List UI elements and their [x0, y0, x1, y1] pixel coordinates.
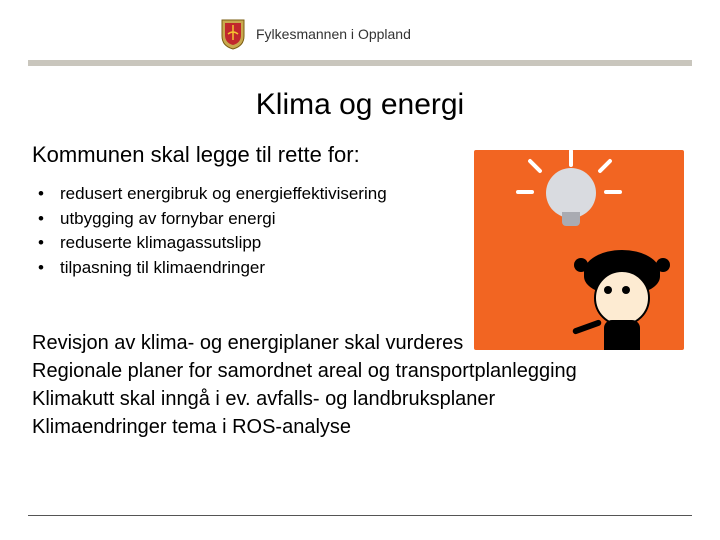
- lightbulb-icon: [546, 168, 596, 218]
- paragraph: Regionale planer for samordnet areal og …: [32, 357, 688, 385]
- character-face: [594, 270, 650, 326]
- paragraph: Klimaendringer tema i ROS-analyse: [32, 413, 688, 441]
- crest-icon: [220, 18, 246, 50]
- footer-divider: [28, 515, 692, 516]
- org-prefix: Fylkesmannen i: [256, 26, 358, 42]
- org-name: Fylkesmannen i Oppland: [256, 26, 411, 42]
- org-region: Oppland: [358, 26, 411, 42]
- page-title: Klima og energi: [0, 88, 720, 122]
- divider-thick: [28, 60, 692, 66]
- idea-illustration: [474, 150, 684, 350]
- header-logo: Fylkesmannen i Oppland: [220, 18, 680, 50]
- paragraph: Klimakutt skal inngå i ev. avfalls- og l…: [32, 385, 688, 413]
